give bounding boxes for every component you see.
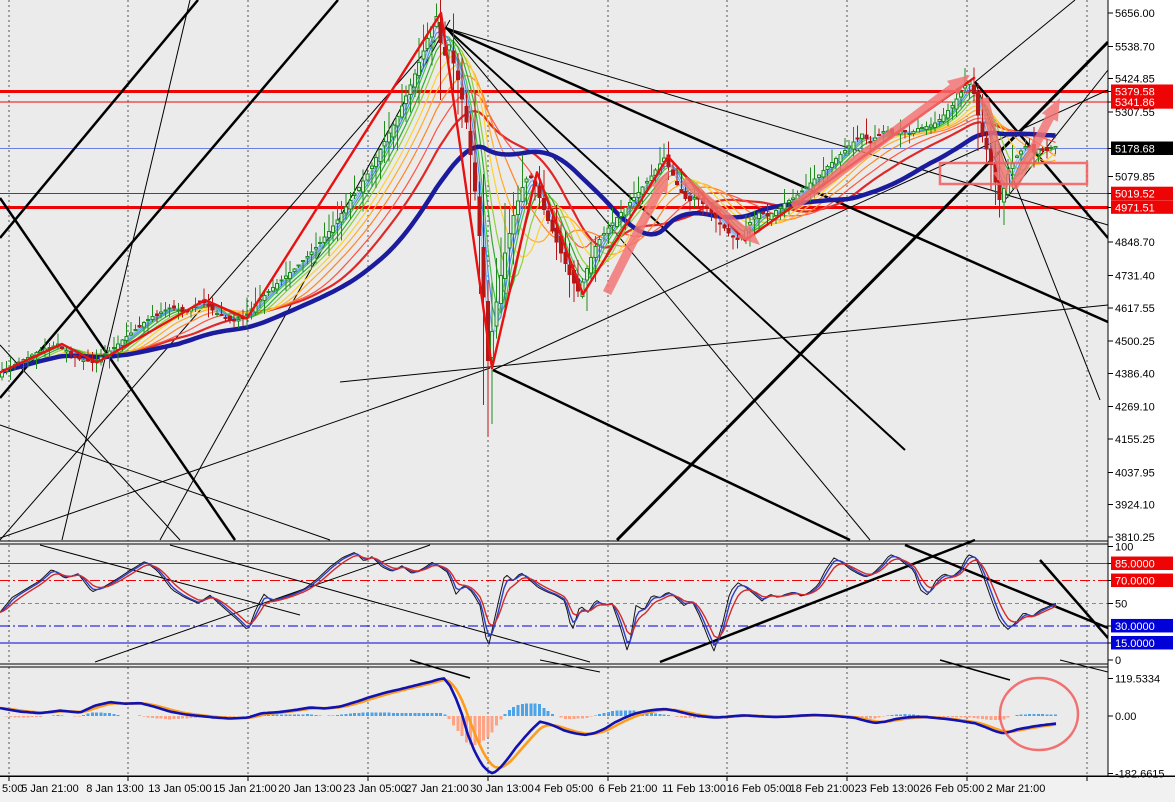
oscillator-red-line xyxy=(0,554,1057,639)
highlight-rectangle xyxy=(938,161,1089,186)
time-tick-label: 26 Feb 05:00 xyxy=(920,783,985,795)
time-tick-label: 15 Jan 21:00 xyxy=(213,783,277,795)
price-level-label: 5019.52 xyxy=(1115,189,1155,201)
slow-ma-line xyxy=(1,130,1056,374)
price-tick-label: 3924.10 xyxy=(1115,500,1155,512)
oscillator-level-label: 30.0000 xyxy=(1115,621,1155,633)
time-axis-background xyxy=(0,776,1175,802)
time-tick-label: 18 Feb 21:00 xyxy=(790,783,855,795)
price-tick-label: 4269.10 xyxy=(1115,402,1155,414)
price-tick-label: 4386.40 xyxy=(1115,368,1155,380)
time-tick-label: 20 Jan 13:00 xyxy=(278,783,342,795)
oscillator-level-label: 85.0000 xyxy=(1115,559,1155,571)
price-tick-label: 4155.25 xyxy=(1115,434,1155,446)
price-tick-label: 3810.25 xyxy=(1115,532,1155,544)
time-tick-label: 2 Mar 21:00 xyxy=(987,783,1046,795)
price-tick-label: 4617.55 xyxy=(1115,303,1155,315)
price-tick-label: 5079.85 xyxy=(1115,172,1155,184)
time-tick-label: 6 Feb 21:00 xyxy=(599,783,658,795)
pane-separators xyxy=(0,540,1175,668)
time-tick-label: 5 Jan 21:00 xyxy=(21,783,79,795)
price-tick-label: 4500.25 xyxy=(1115,336,1155,348)
momentum-tick-label: 119.5334 xyxy=(1115,673,1160,685)
price-tick-label: 4848.70 xyxy=(1115,237,1155,249)
time-tick-label: 8 Jan 13:00 xyxy=(86,783,144,795)
price-tick-label: 5424.85 xyxy=(1115,74,1155,86)
highlight-circle xyxy=(998,676,1080,752)
oscillator-blue-line xyxy=(0,553,1057,646)
zigzag-line xyxy=(0,11,976,374)
trendlines xyxy=(0,0,1108,681)
price-level-label: 5341.86 xyxy=(1115,97,1155,109)
momentum-pane xyxy=(0,677,1057,775)
price-tick-label: 5656.00 xyxy=(1115,8,1155,20)
oscillator-level-label: 15.0000 xyxy=(1115,638,1155,650)
oscillator-level-label: 50 xyxy=(1115,598,1127,610)
time-tick-label: 4 Feb 05:00 xyxy=(535,783,594,795)
momentum-tick-label: -182.6615 xyxy=(1115,769,1165,781)
momentum-main-line xyxy=(0,677,1057,775)
oscillator-level-label: 70.0000 xyxy=(1115,576,1155,588)
price-tick-label: 4037.95 xyxy=(1115,467,1155,479)
oscillator-levels xyxy=(0,563,1108,644)
price-pane xyxy=(0,0,1058,438)
time-tick-label: 11 Feb 13:00 xyxy=(662,783,726,795)
price-level-label: 4971.51 xyxy=(1115,202,1155,214)
time-axis: 5:005 Jan 21:00 8 Jan 13:00 13 Jan 05:00 15… xyxy=(2,776,1088,795)
oscillator-tick-label: 100 xyxy=(1115,542,1133,554)
price-tick-label: 5307.55 xyxy=(1115,107,1155,119)
time-tick-label: 16 Feb 05:00 xyxy=(727,783,792,795)
oscillator-tick-label: 0 xyxy=(1115,655,1121,667)
trend-arrows xyxy=(602,75,1060,296)
momentum-tick-label: 0.00 xyxy=(1115,711,1136,723)
price-tick-label: 5538.70 xyxy=(1115,41,1155,53)
current-price-label: 5178.68 xyxy=(1115,144,1155,156)
time-tick-label: 5:00 xyxy=(2,783,23,795)
time-tick-label: 23 Feb 13:00 xyxy=(855,783,920,795)
oscillator-pane xyxy=(0,552,1057,652)
price-tick-label: 4731.40 xyxy=(1115,270,1155,282)
time-tick-label: 13 Jan 05:00 xyxy=(148,783,212,795)
time-tick-label: 23 Jan 05:00 xyxy=(343,783,407,795)
time-tick-label: 27 Jan 21:00 xyxy=(405,783,469,795)
time-tick-label: 30 Jan 13:00 xyxy=(470,783,534,795)
